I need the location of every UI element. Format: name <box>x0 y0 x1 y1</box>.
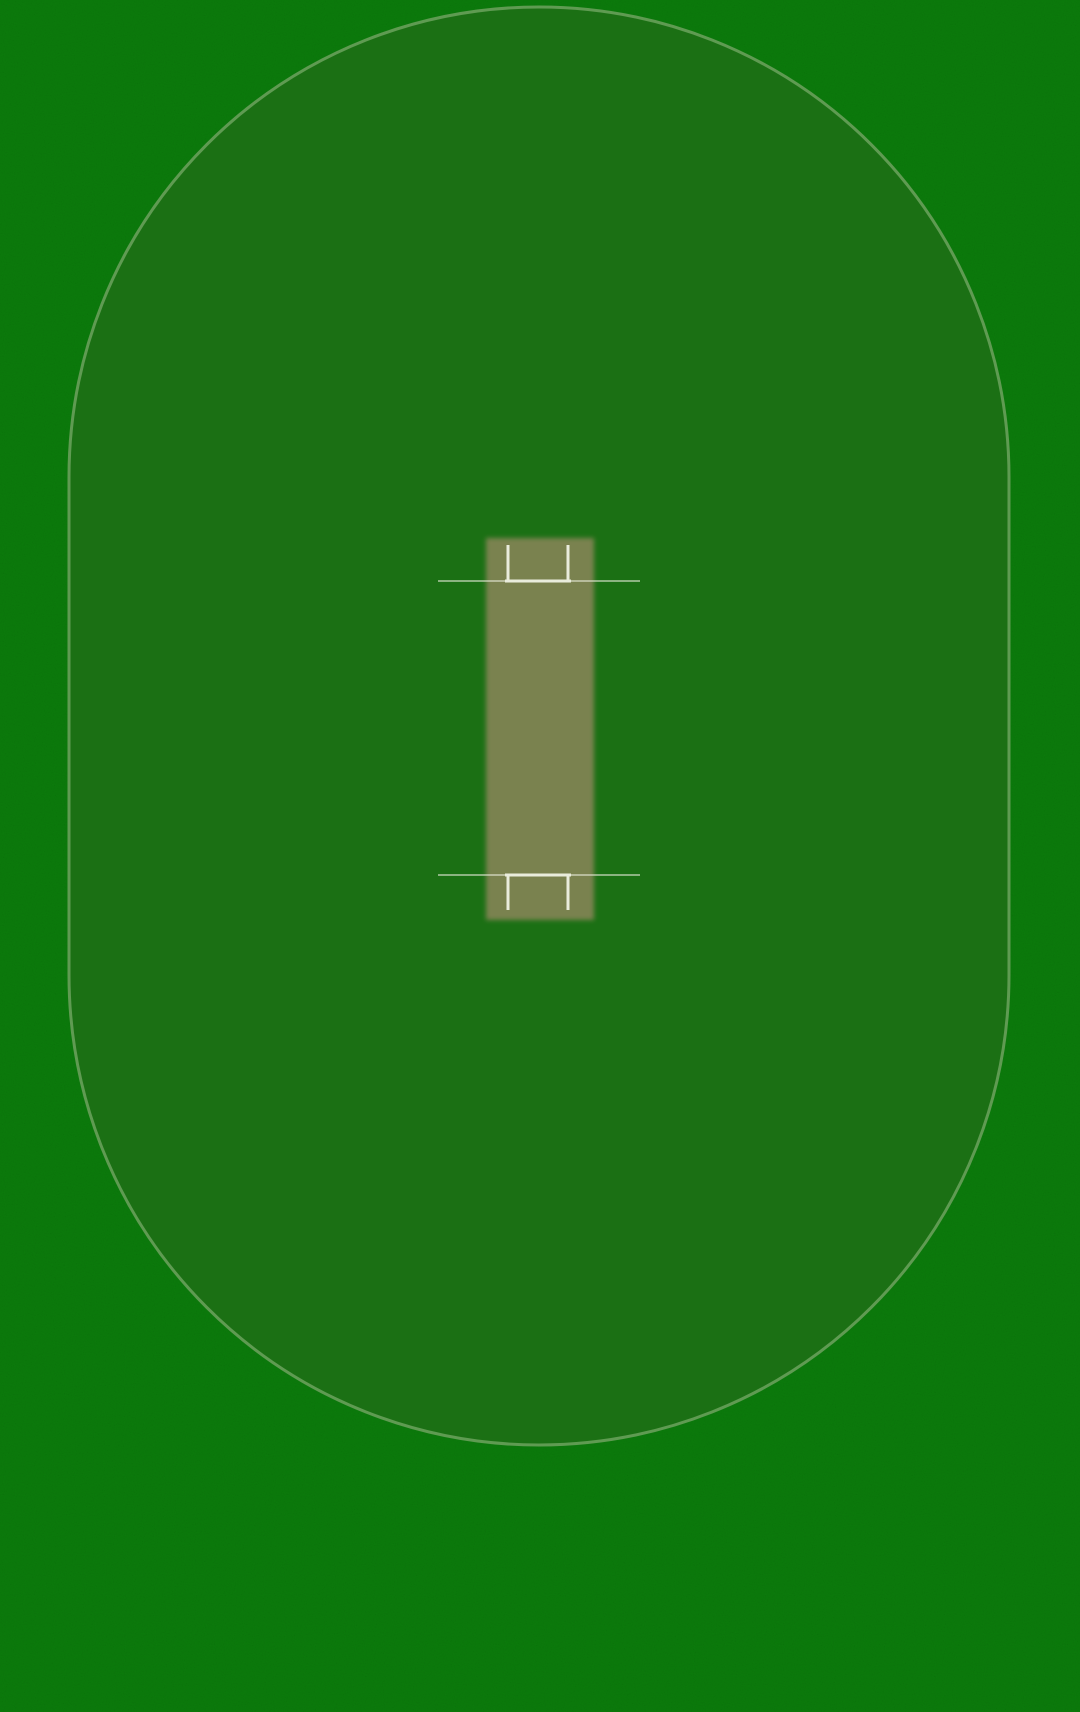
bottom-crease <box>438 873 640 910</box>
top-crease <box>438 545 640 583</box>
pitch <box>486 538 594 920</box>
